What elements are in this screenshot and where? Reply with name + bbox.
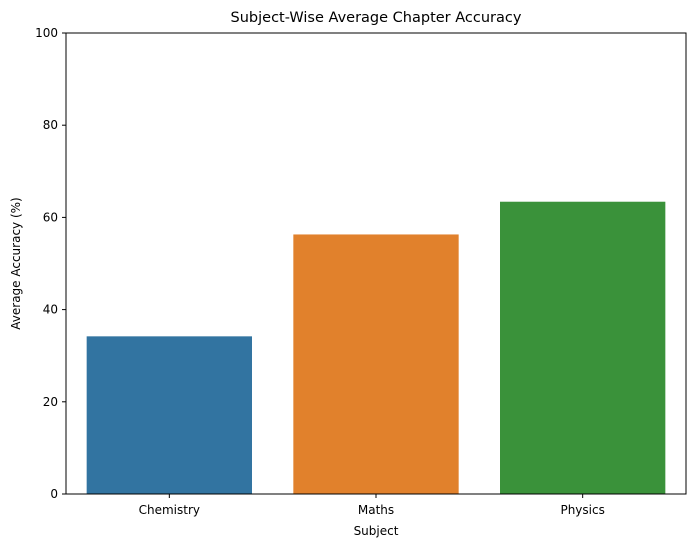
x-tick-label: Chemistry (139, 503, 200, 517)
y-tick-label: 0 (50, 487, 58, 501)
y-axis-ticks: 0 20 40 60 80 100 (35, 26, 66, 501)
x-axis-label: Subject (354, 524, 399, 538)
plot-frame (65, 32, 687, 495)
bar-maths (293, 234, 459, 494)
bar-physics (500, 201, 666, 494)
y-tick-label: 20 (43, 395, 58, 409)
y-axis-label: Average Accuracy (%) (9, 197, 23, 329)
x-tick-label: Physics (560, 503, 604, 517)
x-axis-ticks: Chemistry Maths Physics (139, 494, 605, 517)
y-tick-label: 60 (43, 210, 58, 224)
bars-group (86, 201, 666, 494)
y-tick-label: 100 (35, 26, 58, 40)
y-tick-label: 80 (43, 118, 58, 132)
x-tick-label: Maths (358, 503, 394, 517)
y-tick-label: 40 (43, 303, 58, 317)
chart-title: Subject-Wise Average Chapter Accuracy (231, 10, 522, 26)
bar-chemistry (86, 336, 253, 494)
